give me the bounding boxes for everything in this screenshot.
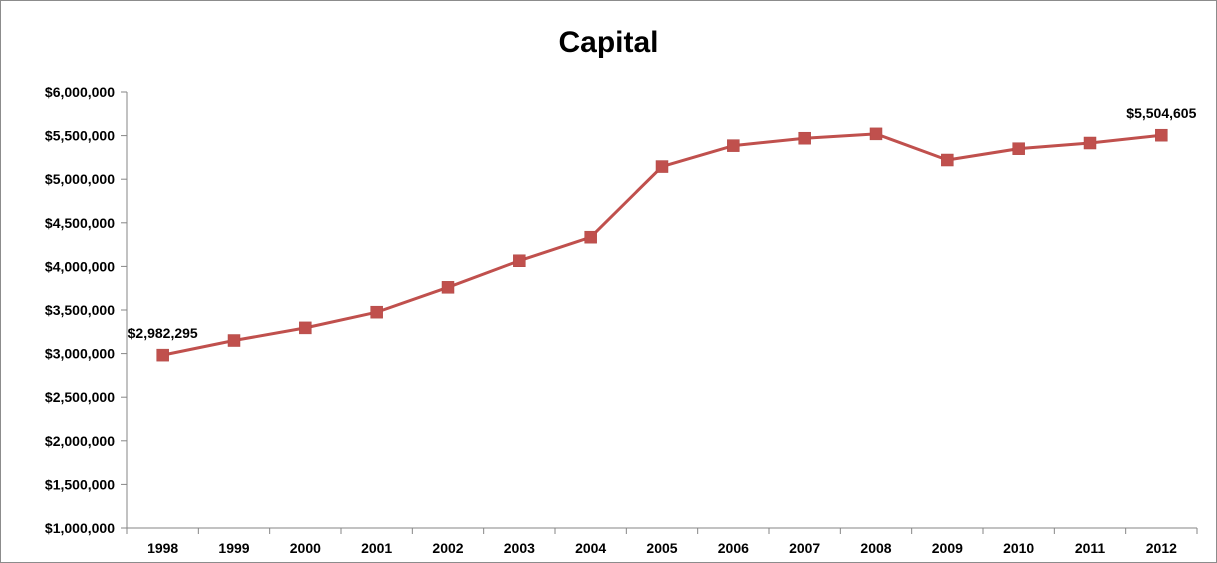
x-tick-label: 1999 bbox=[218, 540, 249, 556]
x-tick-label: 2004 bbox=[575, 540, 606, 556]
x-tick-label: 2003 bbox=[504, 540, 535, 556]
y-tick-label: $3,000,000 bbox=[45, 346, 115, 362]
data-point-marker bbox=[441, 281, 455, 294]
data-point-marker bbox=[798, 131, 811, 145]
x-tick-label: 2002 bbox=[432, 540, 463, 556]
y-tick-label: $6,000,000 bbox=[45, 84, 115, 100]
data-point-marker bbox=[941, 153, 954, 167]
y-tick-label: $2,000,000 bbox=[45, 433, 115, 449]
data-point-marker bbox=[227, 334, 241, 347]
x-tick-label: 2010 bbox=[1003, 540, 1034, 556]
x-tick-label: 2001 bbox=[361, 540, 392, 556]
data-point-marker bbox=[727, 139, 740, 152]
y-tick-label: $4,500,000 bbox=[45, 215, 115, 231]
data-point-marker bbox=[1012, 142, 1025, 155]
data-point-marker bbox=[156, 348, 169, 362]
x-tick-label: 2000 bbox=[290, 540, 321, 556]
y-tick-label: $5,000,000 bbox=[45, 171, 115, 187]
y-tick-label: $5,500,000 bbox=[45, 128, 115, 144]
y-tick-label: $4,000,000 bbox=[45, 258, 115, 274]
x-tick-label: 2011 bbox=[1075, 540, 1106, 556]
data-point-marker bbox=[869, 127, 883, 141]
x-tick-label: 1998 bbox=[147, 540, 178, 556]
data-point-marker bbox=[299, 321, 312, 335]
chart-title: Capital bbox=[558, 26, 659, 59]
y-tick-label: $1,000,000 bbox=[45, 520, 115, 536]
y-tick-label: $3,500,000 bbox=[45, 302, 115, 318]
data-point-marker bbox=[513, 254, 526, 267]
data-label: $2,982,295 bbox=[128, 325, 198, 341]
x-tick-label: 2009 bbox=[932, 540, 963, 556]
x-tick-label: 2008 bbox=[860, 540, 891, 556]
data-point-marker bbox=[1155, 128, 1168, 142]
data-label: $5,504,605 bbox=[1126, 105, 1196, 121]
data-point-marker bbox=[584, 230, 597, 244]
y-tick-label: $1,500,000 bbox=[45, 476, 115, 492]
x-tick-label: 2005 bbox=[646, 540, 677, 556]
x-tick-label: 2012 bbox=[1146, 540, 1177, 556]
data-point-marker bbox=[370, 305, 383, 319]
x-tick-label: 2007 bbox=[789, 540, 820, 556]
x-tick-label: 2006 bbox=[718, 540, 749, 556]
data-point-marker bbox=[1083, 136, 1097, 150]
y-tick-label: $2,500,000 bbox=[45, 389, 115, 405]
data-point-marker bbox=[655, 160, 669, 173]
